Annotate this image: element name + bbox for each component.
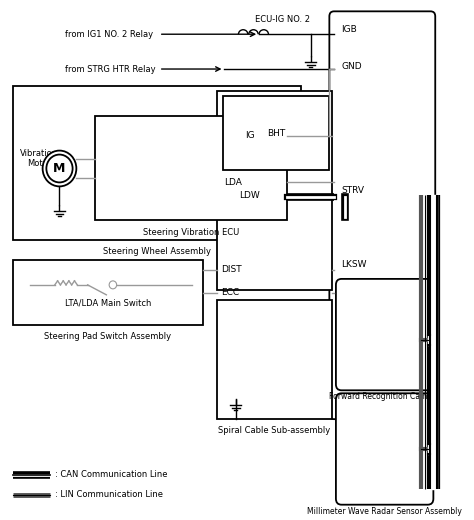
Text: LKSW: LKSW: [342, 261, 367, 269]
Bar: [95, 116, 287, 220]
Text: Steering Vibration ECU: Steering Vibration ECU: [143, 228, 239, 237]
Text: Steering Pad Switch Assembly: Steering Pad Switch Assembly: [44, 332, 171, 341]
Text: M: M: [53, 162, 66, 175]
Text: GND: GND: [342, 61, 362, 71]
Text: LDA: LDA: [224, 178, 242, 187]
Circle shape: [43, 151, 76, 186]
Text: Vibration
Moter: Vibration Moter: [20, 149, 58, 168]
Text: IGB: IGB: [342, 25, 357, 34]
Text: IG: IG: [245, 131, 255, 140]
Text: DIST: DIST: [221, 265, 242, 275]
Text: ECC: ECC: [221, 288, 240, 297]
Bar: [13, 86, 301, 240]
Text: : LIN Communication Line: : LIN Communication Line: [55, 490, 163, 499]
FancyBboxPatch shape: [336, 393, 433, 505]
Text: Millimeter Wave Radar Sensor Assembly: Millimeter Wave Radar Sensor Assembly: [307, 506, 462, 516]
Text: BHT: BHT: [267, 128, 285, 138]
Bar: [217, 300, 332, 419]
Circle shape: [46, 154, 73, 183]
Text: Spiral Cable Sub-assembly: Spiral Cable Sub-assembly: [219, 426, 331, 435]
Bar: [13, 260, 203, 324]
FancyBboxPatch shape: [329, 11, 435, 419]
Text: Forward Recognition Camera: Forward Recognition Camera: [329, 392, 440, 401]
Text: LDW: LDW: [239, 191, 260, 200]
Text: from IG1 NO. 2 Relay: from IG1 NO. 2 Relay: [65, 30, 153, 38]
Text: ECU-IG NO. 2: ECU-IG NO. 2: [255, 15, 310, 24]
Bar: [223, 96, 329, 171]
Circle shape: [109, 281, 117, 289]
Bar: [217, 91, 332, 290]
Text: from STRG HTR Relay: from STRG HTR Relay: [65, 64, 156, 73]
Text: Steering Wheel Assembly: Steering Wheel Assembly: [103, 247, 211, 256]
Text: LTA/LDA Main Switch: LTA/LDA Main Switch: [64, 299, 151, 308]
Text: : CAN Communication Line: : CAN Communication Line: [55, 471, 167, 479]
Text: STRV: STRV: [342, 186, 365, 195]
FancyBboxPatch shape: [336, 279, 433, 391]
